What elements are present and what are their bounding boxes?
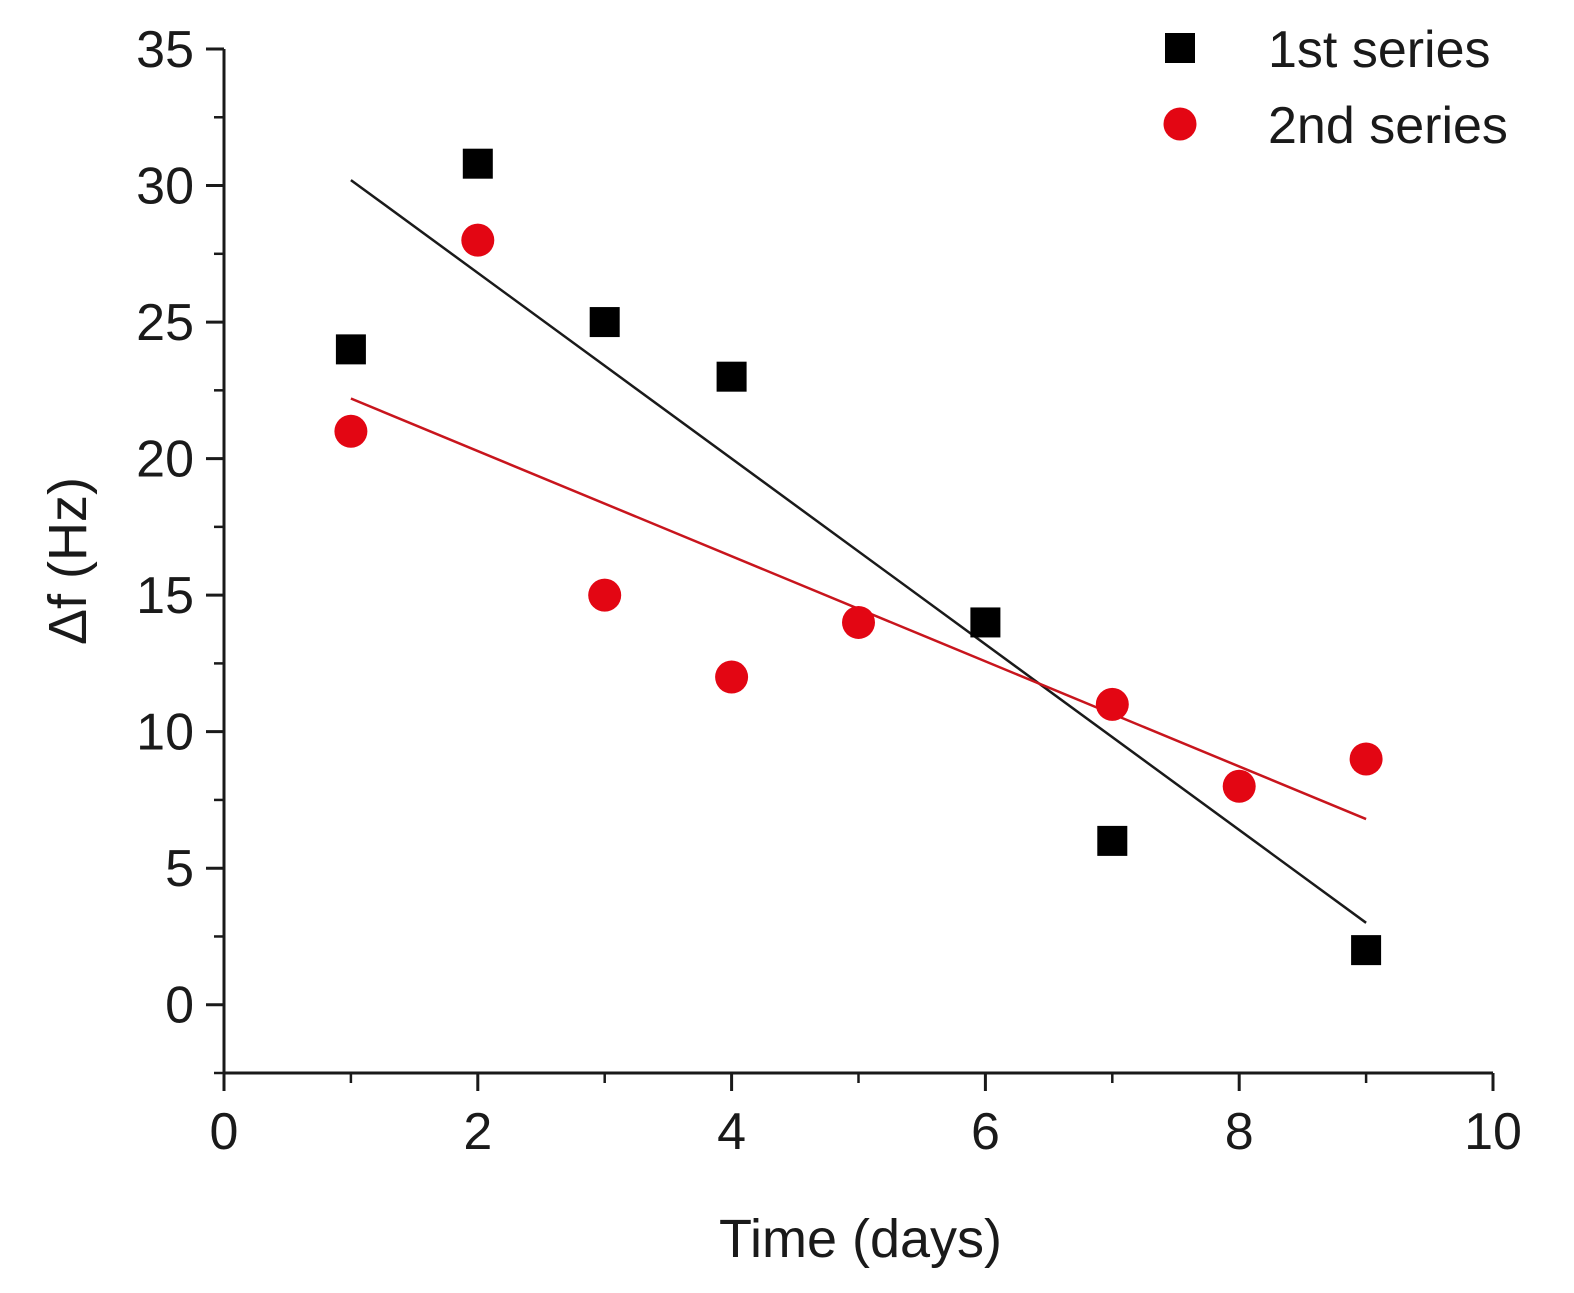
- data-point-series-2: [461, 223, 495, 257]
- data-point-series-2: [715, 660, 749, 694]
- axes: 0 5 10 15 20 25 30 35 0 2 4 6 8 10: [136, 21, 1522, 1161]
- legend-marker-circle: [1163, 107, 1197, 141]
- legend-label: 1st series: [1268, 21, 1491, 79]
- legend: 1st series 2nd series: [1163, 21, 1508, 155]
- data-point-series-2: [1349, 742, 1383, 776]
- y-tick-label: 25: [136, 294, 194, 352]
- data-point-series-1: [970, 607, 1001, 638]
- data-point-series-2: [842, 605, 875, 639]
- data-point-series-2: [1095, 687, 1129, 721]
- data-point-series-1: [462, 148, 493, 179]
- legend-marker-square: [1165, 33, 1195, 63]
- data-point-series-2: [334, 414, 368, 448]
- x-tick-label: 10: [1464, 1103, 1522, 1161]
- y-tick-label: 20: [136, 431, 194, 489]
- y-tick-label: 35: [136, 21, 194, 79]
- y-tick-label: 10: [136, 704, 194, 762]
- data-point-series-1: [1097, 825, 1128, 856]
- y-tick-label: 5: [165, 840, 194, 898]
- fit-line-series-1: [350, 179, 1367, 924]
- y-tick-label: 0: [165, 977, 194, 1035]
- data-point-series-1: [589, 307, 620, 338]
- data-point-series-1: [716, 361, 747, 392]
- data-points: [334, 148, 1383, 966]
- x-axis-title: Time (days): [719, 1209, 1002, 1269]
- y-tick-label: 15: [136, 567, 194, 625]
- y-tick-label: 30: [136, 158, 194, 216]
- fit-lines: [350, 179, 1367, 924]
- data-point-series-1: [1351, 935, 1382, 966]
- data-point-series-2: [1222, 769, 1256, 803]
- data-point-series-1: [335, 334, 366, 365]
- x-tick-label: 2: [463, 1103, 492, 1161]
- x-tick-label: 4: [717, 1103, 746, 1161]
- legend-label: 2nd series: [1268, 97, 1508, 155]
- x-tick-label: 8: [1225, 1103, 1254, 1161]
- x-tick-label: 6: [971, 1103, 1000, 1161]
- data-point-series-2: [588, 578, 622, 612]
- x-tick-label: 0: [210, 1103, 239, 1161]
- y-axis-title: Δf (Hz): [38, 477, 98, 645]
